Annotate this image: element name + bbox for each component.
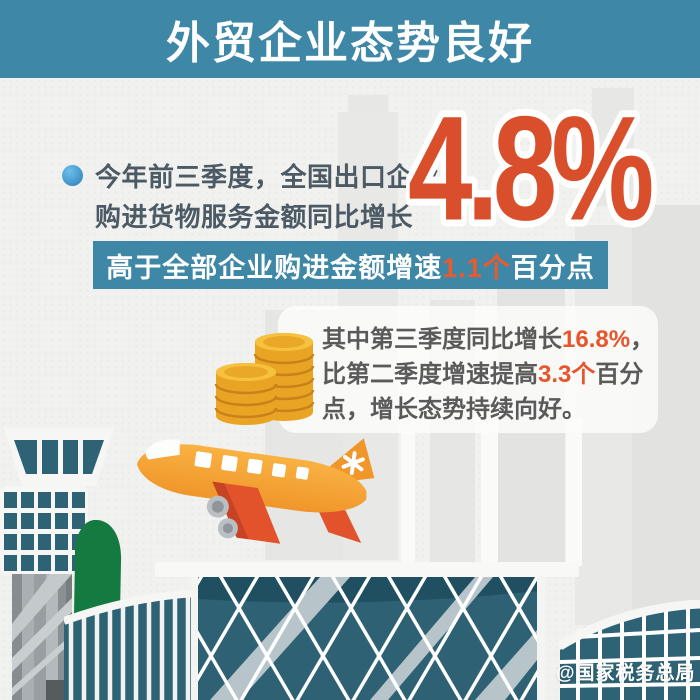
- cabin-windows: [194, 451, 309, 480]
- bullet-dot-icon: [62, 165, 83, 186]
- fuselage: [137, 444, 367, 513]
- tower-shaft: [12, 574, 72, 700]
- cockpit-window: [145, 439, 180, 460]
- striped-building-icon: [64, 590, 196, 700]
- watermark: @国家税务总局: [556, 663, 696, 684]
- coin-stack-short: [214, 363, 278, 425]
- background-building: [481, 420, 498, 565]
- lattice-facade: [198, 577, 537, 700]
- building-stripes: [68, 597, 191, 700]
- stat-big-value: 4.8%: [406, 94, 664, 254]
- stat-line-2: 购进货物服务金额同比增长: [95, 202, 414, 232]
- coin-stacks-icon: [214, 333, 315, 425]
- stat-value-text: 4.8%: [408, 94, 651, 252]
- detail-seg-2: ，比第二季度增速提高: [322, 326, 655, 388]
- roof-band: [155, 562, 579, 577]
- stat-description: 今年前三季度，全国出口企业 购进货物服务金额同比增长: [95, 157, 440, 237]
- airplane-icon: [137, 438, 375, 544]
- quarter-detail-box: 其中第三季度同比增长16.8%，比第二季度增速提高3.3个百分点，增长态势持续向…: [278, 306, 658, 433]
- detail-highlight-2: 3.3个: [538, 361, 596, 388]
- background-building: [592, 88, 634, 206]
- banner-suffix: 百分点: [510, 252, 595, 283]
- tail-star-icon: [341, 451, 365, 475]
- comparison-banner: 高于全部企业购进金额增速 1.1个 百分点: [93, 241, 608, 289]
- grid-building-icon: [557, 600, 700, 700]
- detail-highlight-1: 16.8%: [562, 326, 631, 353]
- background-building: [401, 430, 415, 565]
- page-title: 外贸企业态势良好: [166, 19, 534, 68]
- detail-seg-3: 百分点，增长态势持续向好。: [322, 361, 644, 423]
- stat-line-1: 今年前三季度，全国出口企业: [95, 162, 440, 192]
- header-banner: 外贸企业态势良好: [0, 0, 700, 78]
- detail-seg-1: 其中第三季度同比增长: [322, 326, 562, 353]
- control-tower-icon: [0, 428, 114, 700]
- lattice-terminal-icon: [155, 562, 579, 700]
- banner-prefix: 高于全部企业购进金额增速: [106, 252, 443, 283]
- banner-highlight: 1.1个: [442, 252, 511, 283]
- tree-icon: [74, 520, 122, 615]
- background-building: [566, 418, 582, 566]
